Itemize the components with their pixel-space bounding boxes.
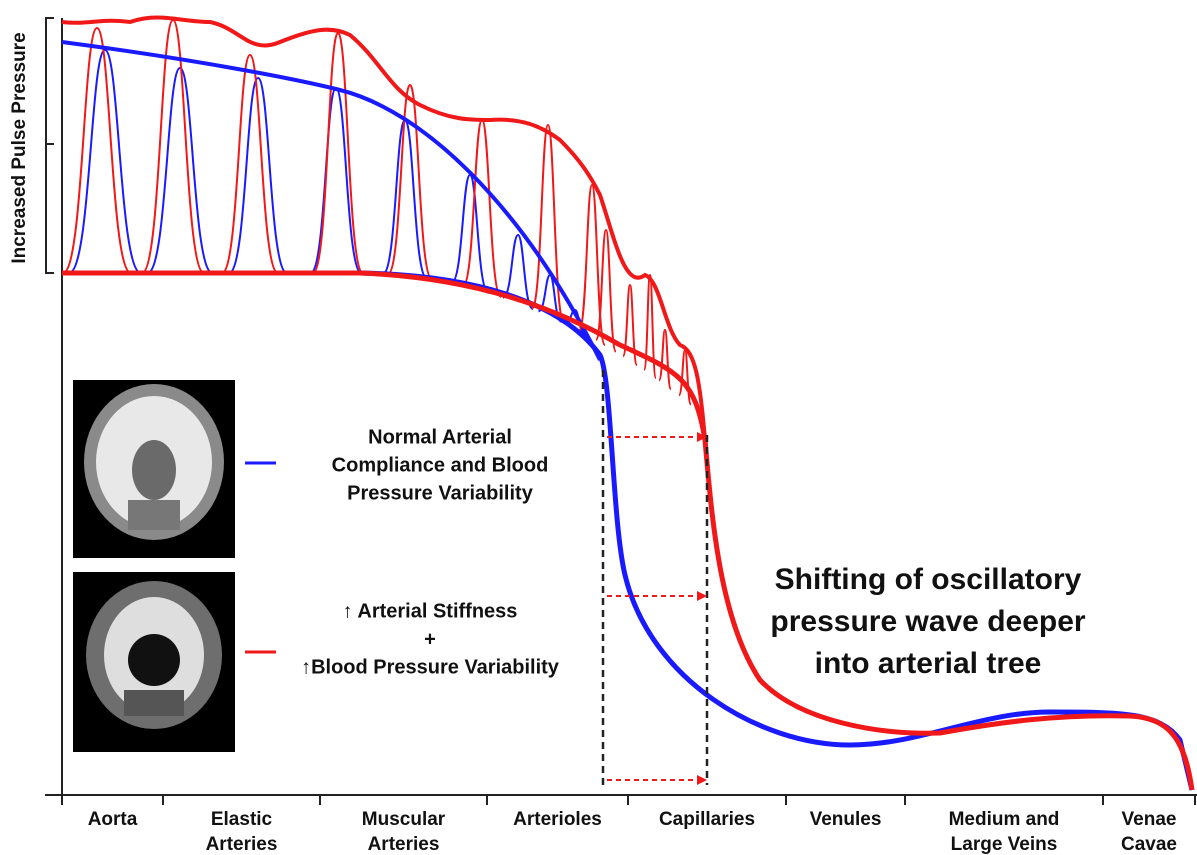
annotation: Shifting of oscillatory pressure wave dee… [770, 563, 1086, 680]
oscillation [221, 53, 279, 274]
segment-label: Medium and [949, 809, 1060, 830]
annotation-text: pressure wave deeper [770, 605, 1086, 638]
oscillation [312, 31, 364, 275]
oscillation [309, 86, 363, 275]
oscillation [146, 66, 214, 274]
pressure-bracket [45, 17, 54, 274]
oscillation [658, 328, 672, 391]
oscillation [531, 123, 565, 324]
segment-label: Arterioles [513, 809, 602, 830]
segment-label: Aorta [88, 809, 138, 830]
segment-label: Venules [810, 809, 882, 830]
oscillations [62, 18, 692, 406]
brain-normal [73, 380, 235, 558]
legend-text: Pressure Variability [347, 482, 534, 504]
segment-label: Capillaries [659, 809, 755, 830]
curve-normal [62, 270, 1195, 791]
brain-stiff [73, 572, 235, 752]
oscillation [578, 183, 606, 347]
oscillation [502, 233, 534, 310]
legend-text: ↑ Arterial Stiffness [343, 600, 518, 622]
annotation-text: Shifting of oscillatory [775, 563, 1082, 596]
segment-label: Cavae [1121, 834, 1177, 855]
dashed-guides [601, 370, 709, 785]
oscillation [68, 48, 142, 274]
segment-label: Muscular [362, 809, 446, 830]
segment-labels: Aorta Elastic Arteries Muscular Arteries Arte… [88, 809, 1177, 855]
curve-stiff [62, 270, 1195, 791]
axis-label: Increased Pulse Pressure [9, 32, 30, 263]
segment-label: Arteries [368, 834, 440, 855]
oscillation [62, 26, 132, 274]
segment-label: Arteries [206, 834, 278, 855]
shift-arrows [607, 436, 700, 781]
legend: Normal Arterial Compliance and Blood Press… [301, 426, 560, 678]
oscillation [228, 76, 288, 274]
segment-ticks [61, 795, 1196, 805]
envelope-stiff [61, 15, 707, 441]
segment-label: Large Veins [951, 834, 1058, 855]
oscillation [387, 83, 433, 281]
oscillation [643, 273, 657, 380]
legend-text: Compliance and Blood [332, 454, 549, 476]
annotation-text: into arterial tree [815, 647, 1042, 680]
segment-label: Elastic [211, 809, 273, 830]
envelope-normal [61, 40, 602, 361]
legend-text: ↑Blood Pressure Variability [301, 656, 560, 678]
oscillation [595, 228, 617, 353]
segment-label: Venae [1122, 809, 1177, 830]
oscillation [450, 173, 490, 294]
legend-text: + [424, 628, 436, 650]
arrow-heads [697, 432, 707, 785]
legend-text: Normal Arterial [368, 426, 512, 448]
